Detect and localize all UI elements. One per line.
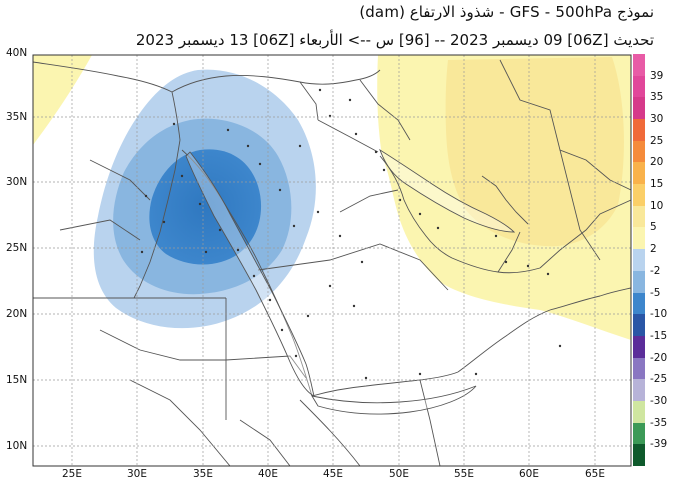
lon-label-40e: 40E — [258, 468, 278, 480]
legend-label: -39 — [650, 438, 668, 451]
legend-label: 5 — [650, 221, 657, 234]
legend-label: -20 — [650, 351, 668, 364]
legend-label: -15 — [650, 329, 668, 342]
country-borders — [33, 59, 631, 466]
legend-swatch — [633, 270, 645, 293]
city-markers — [140, 88, 562, 380]
lat-label-35n: 35N — [6, 111, 28, 123]
legend-swatch — [633, 75, 645, 98]
legend-label: -25 — [650, 373, 668, 386]
legend-swatch — [633, 119, 645, 142]
legend-swatch — [633, 357, 645, 380]
lat-label-15n: 15N — [6, 374, 28, 386]
persian-gulf — [379, 148, 516, 233]
legend-label: 2 — [650, 243, 657, 256]
color-legend: 39 35 30 25 20 15 10 5 2 -2 -5 -10 -15 -20 -25 -30 -35 -3… — [633, 54, 674, 466]
legend-swatch — [633, 227, 645, 250]
lat-label-10n: 10N — [6, 440, 28, 452]
map-frame — [32, 54, 632, 467]
legend-swatch — [633, 97, 645, 120]
legend-label: -30 — [650, 394, 668, 407]
legend-label: 39 — [650, 69, 664, 82]
negative-anomaly-inner — [149, 149, 262, 265]
legend-label: 25 — [650, 134, 664, 147]
lon-label-55e: 55E — [454, 468, 474, 480]
lon-label-50e: 50E — [389, 468, 409, 480]
legend-swatch — [633, 162, 645, 185]
map-subtitle: تحديث [06Z] 09 ديسمبر 2023 -- [96] س -->… — [135, 31, 654, 49]
legend-swatch — [633, 400, 645, 424]
legend-label: 15 — [650, 178, 664, 191]
lat-label-25n: 25N — [6, 242, 28, 254]
graticule — [33, 55, 631, 466]
lon-label-30e: 30E — [127, 468, 147, 480]
legend-label: -5 — [650, 286, 661, 299]
lat-label-30n: 30N — [6, 176, 28, 188]
legend-swatch — [633, 292, 645, 315]
legend-swatch — [633, 140, 645, 163]
lat-label-40n: 40N — [6, 47, 28, 59]
legend-label: 35 — [650, 91, 664, 104]
legend-swatch — [633, 184, 645, 207]
legend-swatch — [633, 249, 645, 272]
gulf-of-aden — [311, 385, 477, 415]
legend-label: 30 — [650, 113, 664, 126]
legend-swatch — [633, 379, 645, 402]
legend-label: 20 — [650, 156, 664, 169]
lon-label-45e: 45E — [323, 468, 343, 480]
legend-swatch — [633, 314, 645, 337]
legend-label: 10 — [650, 199, 664, 212]
map-title: نموذج GFS - 500hPa - شذوذ الارتفاع (dam) — [359, 3, 654, 21]
legend-swatch — [633, 335, 645, 359]
lon-label-35e: 35E — [193, 468, 213, 480]
lat-label-20n: 20N — [6, 308, 28, 320]
legend-label: -2 — [650, 264, 661, 277]
lon-label-25e: 25E — [62, 468, 82, 480]
legend-swatch-bottom — [633, 444, 645, 466]
legend-swatch — [633, 205, 645, 228]
legend-swatch — [633, 422, 645, 445]
legend-swatch — [633, 54, 645, 77]
lon-label-60e: 60E — [519, 468, 539, 480]
positive-anomaly-east-core — [445, 57, 624, 247]
legend-label: -10 — [650, 308, 668, 321]
positive-anomaly-northwest — [33, 55, 92, 145]
lon-label-65e: 65E — [585, 468, 605, 480]
legend-label: -35 — [650, 416, 668, 429]
